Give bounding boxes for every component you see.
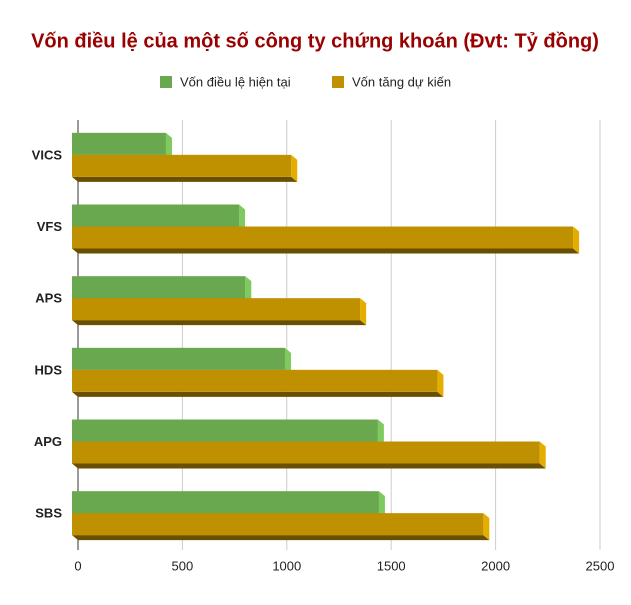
y-tick-label: HDS [35, 362, 63, 377]
bar [72, 419, 378, 442]
bar [72, 347, 285, 370]
bar [72, 298, 361, 321]
chart-title: Vốn điều lệ của một số công ty chứng kho… [31, 30, 599, 52]
bar-side [360, 298, 367, 326]
bar-side [539, 441, 546, 469]
bar-bottom [72, 176, 298, 182]
y-tick-label: APG [34, 434, 62, 449]
bar-bottom [72, 535, 490, 541]
bar [72, 154, 292, 177]
x-tick-label: 500 [172, 558, 194, 573]
bar-side [378, 491, 385, 519]
legend-swatch [332, 76, 344, 88]
y-tick-label: VFS [37, 219, 63, 234]
bar-bottom [72, 320, 367, 326]
x-tick-label: 0 [74, 558, 81, 573]
bar-side [284, 347, 291, 375]
bar-side [437, 369, 444, 397]
bar [72, 491, 379, 514]
x-tick-label: 2500 [586, 558, 615, 573]
x-tick-label: 2000 [481, 558, 510, 573]
bar-side [573, 226, 580, 254]
bar [72, 204, 240, 227]
legend-label: Vốn tăng dự kiến [352, 74, 451, 89]
bar [72, 369, 438, 392]
bar [72, 226, 574, 249]
bar-side [165, 132, 172, 160]
bar-side [377, 419, 384, 447]
bar [72, 441, 540, 464]
bar-bottom [72, 391, 444, 397]
x-tick-label: 1000 [272, 558, 301, 573]
bar-side [245, 276, 252, 304]
bar-bottom [72, 463, 546, 469]
bar-side [291, 154, 298, 182]
x-tick-label: 1500 [377, 558, 406, 573]
legend-label: Vốn điều lệ hiện tại [180, 74, 291, 89]
y-tick-label: APS [35, 291, 62, 306]
legend-swatch [160, 76, 172, 88]
bar [72, 132, 166, 155]
bar [72, 276, 246, 299]
y-tick-label: SBS [35, 506, 62, 521]
bar [72, 513, 484, 536]
y-tick-label: VICS [32, 147, 63, 162]
bar-side [483, 513, 490, 541]
bar-bottom [72, 248, 580, 254]
bar-side [239, 204, 246, 232]
